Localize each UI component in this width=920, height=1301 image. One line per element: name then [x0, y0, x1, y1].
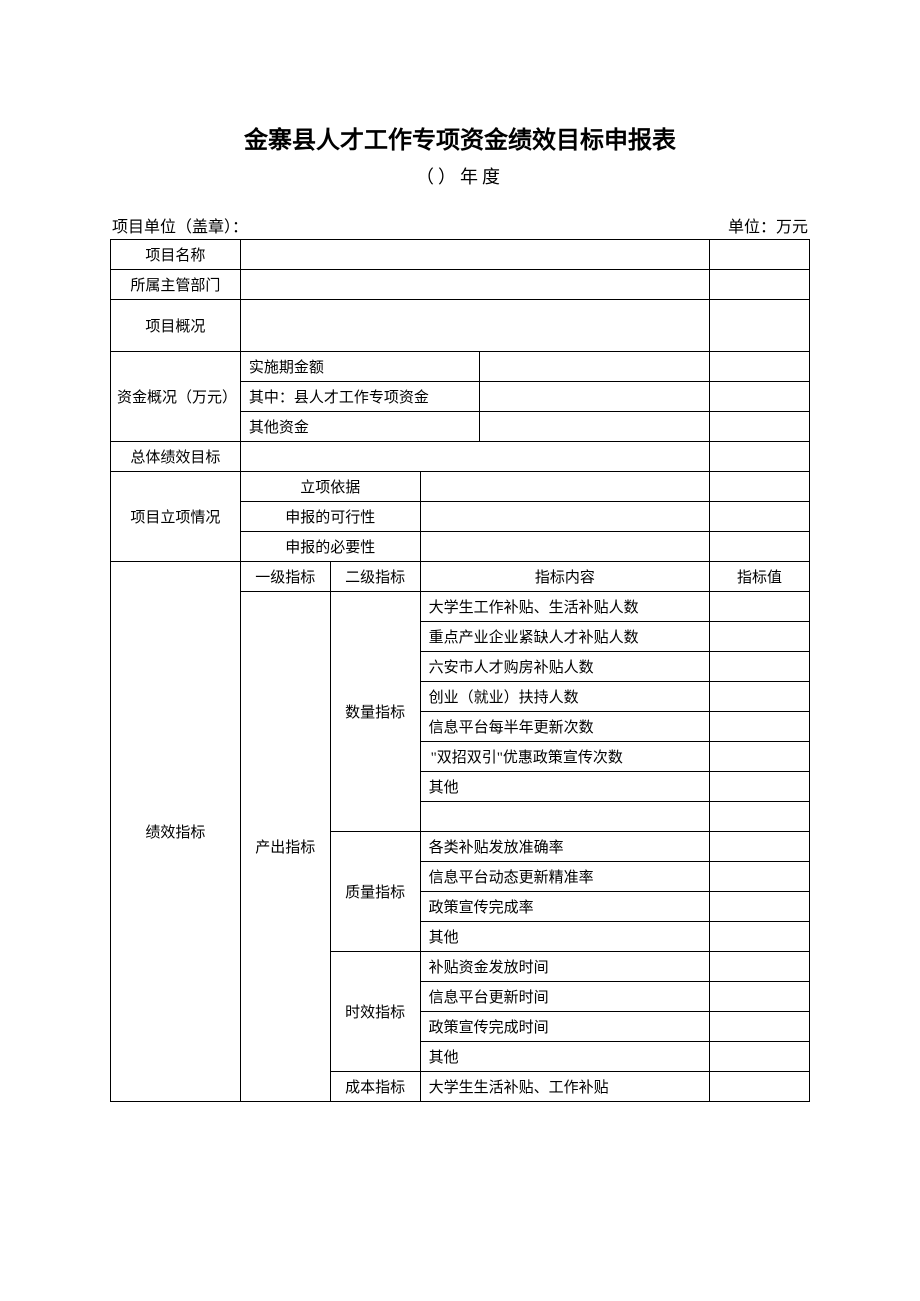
main-table: 项目名称 所属主管部门 项目概况 资金概况（万元） 实施期金额 其中：县人才工作…: [110, 239, 810, 1102]
cell-blank: [420, 472, 710, 502]
cell-blank: [710, 502, 810, 532]
cell-blank: [710, 922, 810, 952]
hdr-level1: 一级指标: [240, 562, 330, 592]
qty-item: "双招双引"优惠政策宣传次数: [420, 742, 710, 772]
cell-blank: [710, 892, 810, 922]
cell-blank: [710, 862, 810, 892]
cell-blank: [710, 352, 810, 382]
cell-blank: [710, 712, 810, 742]
cell-blank: [710, 622, 810, 652]
quality-item: 其他: [420, 922, 710, 952]
cost-item: 大学生生活补贴、工作补贴: [420, 1072, 710, 1102]
quality-item: 各类补贴发放准确率: [420, 832, 710, 862]
cell-blank: [710, 592, 810, 622]
header-row: 项目单位（盖章）： 单位：万元: [110, 213, 810, 237]
qty-item: 大学生工作补贴、生活补贴人数: [420, 592, 710, 622]
row-time: 时效指标: [330, 952, 420, 1072]
cell-blank: [710, 652, 810, 682]
time-item: 补贴资金发放时间: [420, 952, 710, 982]
row-fund-special: 其中：县人才工作专项资金: [240, 382, 480, 412]
quality-item: 信息平台动态更新精准率: [420, 862, 710, 892]
cell-blank: [710, 832, 810, 862]
qty-item: 其他: [420, 772, 710, 802]
cell-blank: [710, 742, 810, 772]
row-overall-goal: 总体绩效目标: [111, 442, 241, 472]
row-necessity: 申报的必要性: [240, 532, 420, 562]
header-left: 项目单位（盖章）：: [112, 213, 248, 237]
row-fund-other: 其他资金: [240, 412, 480, 442]
cell-blank: [480, 382, 710, 412]
row-feasibility: 申报的可行性: [240, 502, 420, 532]
cell-dept-value: [240, 270, 709, 300]
row-fund-overview: 资金概况（万元）: [111, 352, 241, 442]
row-fund-impl: 实施期金额: [240, 352, 480, 382]
hdr-level2: 二级指标: [330, 562, 420, 592]
cell-blank: [710, 300, 810, 352]
cell-blank: [710, 802, 810, 832]
quality-item: 政策宣传完成率: [420, 892, 710, 922]
time-item: 政策宣传完成时间: [420, 1012, 710, 1042]
cell-project-name-value: [240, 240, 709, 270]
cell-blank: [710, 240, 810, 270]
cell-blank: [710, 1012, 810, 1042]
cell-blank: [710, 472, 810, 502]
cell-overall-goal-value: [240, 442, 709, 472]
time-item: 其他: [420, 1042, 710, 1072]
row-cost: 成本指标: [330, 1072, 420, 1102]
cell-blank: [710, 1042, 810, 1072]
cell-blank: [710, 682, 810, 712]
hdr-content: 指标内容: [420, 562, 710, 592]
document-subtitle: （）年度: [110, 163, 810, 189]
cell-blank: [710, 382, 810, 412]
cell-blank: [420, 502, 710, 532]
row-establish: 项目立项情况: [111, 472, 241, 562]
cell-overview-value: [240, 300, 709, 352]
cell-blank: [420, 532, 710, 562]
row-project-name: 项目名称: [111, 240, 241, 270]
qty-item: 重点产业企业紧缺人才补贴人数: [420, 622, 710, 652]
qty-item: 创业（就业）扶持人数: [420, 682, 710, 712]
qty-item: 信息平台每半年更新次数: [420, 712, 710, 742]
cell-blank: [710, 1072, 810, 1102]
cell-blank: [710, 442, 810, 472]
cell-blank: [480, 412, 710, 442]
row-basis: 立项依据: [240, 472, 420, 502]
cell-blank: [710, 772, 810, 802]
cell-blank: [710, 532, 810, 562]
hdr-value: 指标值: [710, 562, 810, 592]
cell-blank: [710, 412, 810, 442]
row-quality: 质量指标: [330, 832, 420, 952]
document-title: 金寨县人才工作专项资金绩效目标申报表: [110, 120, 810, 155]
row-dept: 所属主管部门: [111, 270, 241, 300]
cell-blank: [710, 270, 810, 300]
qty-item: [420, 802, 710, 832]
cell-blank: [710, 952, 810, 982]
header-right: 单位：万元: [728, 213, 808, 237]
time-item: 信息平台更新时间: [420, 982, 710, 1012]
row-output: 产出指标: [240, 592, 330, 1102]
row-overview: 项目概况: [111, 300, 241, 352]
row-qty: 数量指标: [330, 592, 420, 832]
qty-item: 六安市人才购房补贴人数: [420, 652, 710, 682]
cell-blank: [710, 982, 810, 1012]
cell-blank: [480, 352, 710, 382]
row-perf: 绩效指标: [111, 562, 241, 1102]
